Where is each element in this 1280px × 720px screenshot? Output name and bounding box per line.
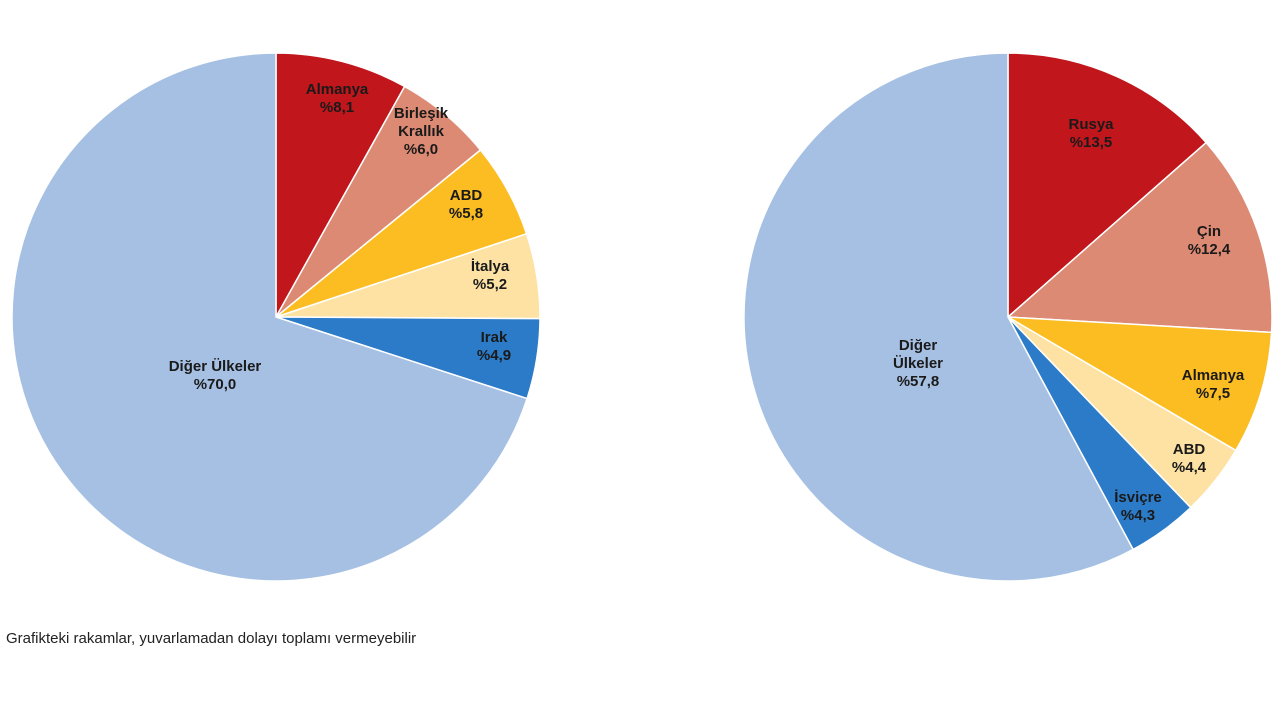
slice-name: Diğer Ülkeler (169, 358, 262, 375)
slice-value: %4,4 (1172, 459, 1207, 476)
pie-1-slice-5-label: Diğer Ülkeler %57,8 (893, 337, 943, 390)
slice-value: %12,4 (1188, 241, 1231, 258)
footnote: Grafikteki rakamlar, yuvarlamadan dolayı… (6, 630, 417, 647)
slice-value: %4,3 (1121, 507, 1155, 524)
slice-name: Almanya (306, 81, 369, 98)
pie-0-slice-1-label: Birleşik Krallık %6,0 (394, 105, 449, 158)
pie-0-slice-0-label: Almanya %8,1 (306, 81, 369, 116)
pie-0-slice-5-label: Diğer Ülkeler %70,0 (169, 358, 262, 393)
slice-value: %6,0 (404, 141, 438, 158)
slice-name: İtalya (471, 258, 510, 275)
slice-value: %7,5 (1196, 385, 1230, 402)
slice-value: %57,8 (897, 373, 940, 390)
slice-name: Irak (481, 329, 508, 346)
pie-1-slice-1 (1007, 141, 1273, 334)
pie-0-slice-0 (275, 52, 406, 318)
slice-name: Krallık (398, 123, 445, 140)
slice-name: İsviçre (1114, 489, 1162, 506)
slice-name: Çin (1197, 223, 1221, 240)
slice-name: Almanya (1182, 367, 1245, 384)
pie-1-slice-4-label: İsviçre %4,3 (1114, 489, 1162, 524)
pie-0-slice-2-label: ABD %5,8 (449, 187, 483, 222)
pie-1-slice-2-label: Almanya %7,5 (1182, 367, 1245, 402)
slice-name: Rusya (1068, 116, 1114, 133)
pie-0-slice-3-label: İtalya %5,2 (471, 258, 510, 293)
pie-1-slice-3-label: ABD %4,4 (1172, 441, 1207, 476)
pie-chart-right: Rusya %13,5 Çin %12,4 Almanya %7,5 ABD %4,4 İsvi… (743, 52, 1273, 582)
slice-value: %4,9 (477, 347, 511, 364)
pie-0-slice-5 (11, 52, 528, 582)
slice-value: %8,1 (320, 99, 354, 116)
slice-value: %5,8 (449, 205, 483, 222)
slice-name: ABD (450, 187, 483, 204)
pie-0-slice-4-label: Irak %4,9 (477, 329, 511, 364)
pie-1-slice-2 (1007, 316, 1273, 452)
slice-name: Birleşik (394, 105, 449, 122)
slice-value: %70,0 (194, 376, 237, 393)
slice-value: %5,2 (473, 276, 507, 293)
slice-name: Ülkeler (893, 355, 943, 372)
pie-1-slice-1-label: Çin %12,4 (1188, 223, 1231, 258)
slice-value: %13,5 (1070, 134, 1113, 151)
slice-name: ABD (1173, 441, 1206, 458)
slice-name: Diğer (899, 337, 938, 354)
pie-1-slice-0-label: Rusya %13,5 (1068, 116, 1114, 151)
pie-1-slice-0 (1007, 52, 1207, 318)
pie-1-slice-5 (743, 52, 1134, 582)
